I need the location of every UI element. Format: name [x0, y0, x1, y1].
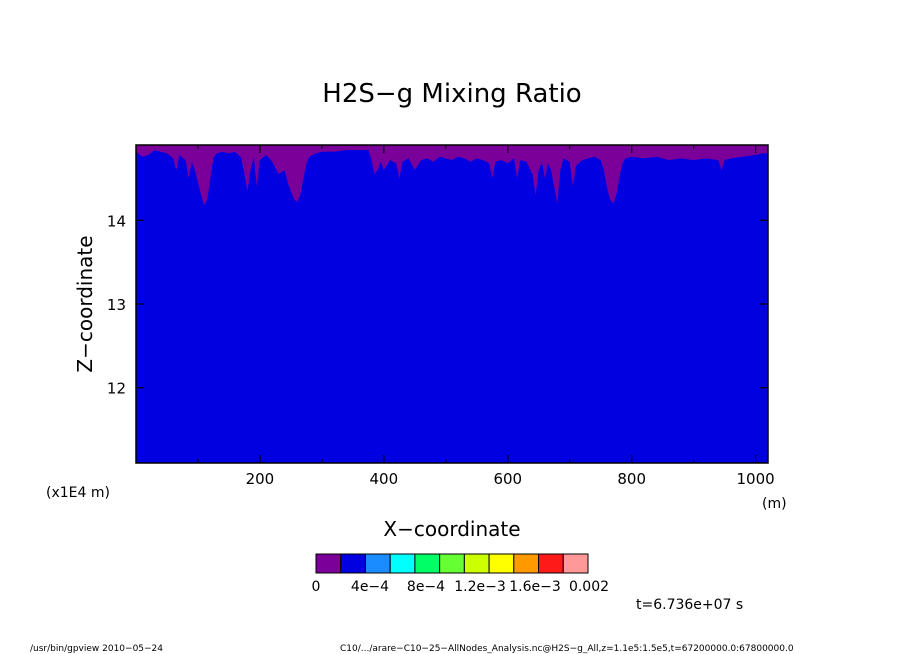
colorbar-label: 0 [312, 579, 321, 595]
y-tick-label: 12 [107, 380, 126, 398]
x-tick-label: 800 [617, 470, 646, 488]
time-label: t=6.736e+07 s [636, 597, 743, 613]
colorbar-label: 1.2e−3 [454, 579, 506, 595]
contour-top-layer [136, 145, 768, 206]
y-axis: 12 13 14 [107, 212, 768, 398]
colorbar-swatch [463, 553, 490, 574]
colorbar-swatch [364, 553, 391, 574]
contour-background [136, 145, 768, 463]
x-axis: 200 400 600 800 1000 [197, 145, 775, 488]
colorbar-swatch [538, 553, 564, 574]
colorbar-label: 0.002 [569, 579, 609, 595]
y-tick-label: 13 [107, 296, 126, 314]
colorbar-swatch [513, 553, 540, 574]
x-unit-label: (m) [762, 496, 787, 512]
colorbar-label: 1.6e−3 [509, 579, 561, 595]
x-tick-label: 400 [370, 470, 399, 488]
colorbar-label: 4e−4 [351, 579, 389, 595]
y-tick-label: 14 [107, 212, 126, 230]
colorbar-swatch [340, 553, 366, 574]
y-axis-label: Z−coordinate [73, 235, 97, 372]
chart-title: H2S−g Mixing Ratio [322, 79, 581, 109]
colorbar-swatch [439, 553, 465, 574]
colorbar-swatch [488, 553, 515, 574]
colorbar-swatch [414, 553, 441, 574]
colorbar-swatch [389, 553, 416, 574]
footer-right-text: C10/.../arare−C10−25−AllNodes_Analysis.n… [340, 644, 794, 654]
colorbar-swatch [562, 553, 589, 574]
y-multiplier-label: (x1E4 m) [46, 485, 110, 501]
x-tick-label: 600 [493, 470, 522, 488]
colorbar-swatch [315, 553, 342, 574]
colorbar-labels: 0 4e−4 8e−4 1.2e−3 1.6e−3 0.002 [312, 579, 610, 595]
x-axis-label: X−coordinate [383, 517, 520, 541]
footer-left-text: /usr/bin/gpview 2010−05−24 [30, 644, 163, 654]
x-tick-label: 1000 [737, 470, 775, 488]
x-tick-label: 200 [246, 470, 275, 488]
colorbar [315, 553, 589, 574]
plot-area [135, 144, 769, 464]
colorbar-label: 8e−4 [407, 579, 445, 595]
